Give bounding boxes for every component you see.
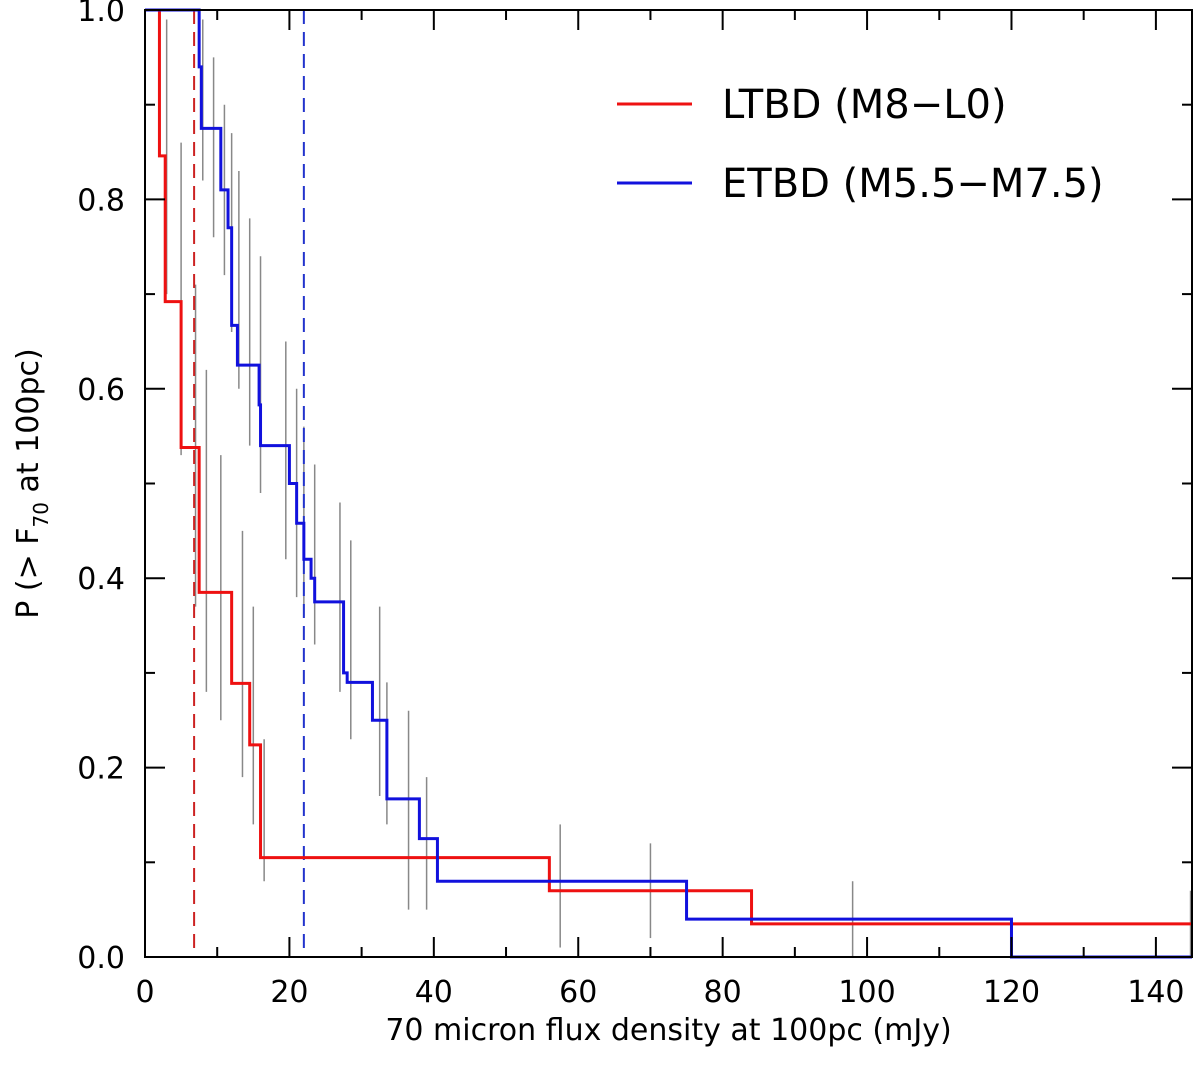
y-tick-label: 0.8 — [77, 183, 125, 218]
y-axis-label-suffix: at 100pc) — [11, 348, 46, 502]
legend: LTBD (M8−L0) ETBD (M5.5−M7.5) — [617, 82, 1104, 207]
series-line-0 — [145, 8, 1192, 926]
legend-label-ltbd: LTBD (M8−L0) — [722, 82, 1007, 128]
y-tick-label: 0.2 — [77, 752, 125, 787]
x-tick-label: 20 — [270, 975, 308, 1010]
tick-labels: 0 20 40 60 80 100 120 140 0.0 0.2 0.4 0.6 0.8 1.0 — [77, 0, 1184, 1010]
x-tick-label: 80 — [704, 975, 742, 1010]
reference-lines — [193, 10, 305, 957]
x-tick-label: 120 — [983, 975, 1040, 1010]
y-tick-label: 1.0 — [77, 0, 125, 29]
x-tick-label: 60 — [559, 975, 597, 1010]
legend-label-etbd: ETBD (M5.5−M7.5) — [722, 161, 1104, 207]
y-tick-label: 0.4 — [77, 562, 125, 597]
x-tick-label: 0 — [135, 975, 154, 1010]
series-line-1 — [145, 8, 1192, 959]
ticks — [144, 9, 1192, 958]
axes — [144, 9, 1193, 958]
x-axis-label: 70 micron flux density at 100pc (mJy) — [385, 1013, 951, 1048]
plot-frame — [144, 9, 1193, 958]
series-lines — [145, 8, 1192, 959]
y-axis-label-subscript: 70 — [29, 502, 53, 527]
x-tick-label: 100 — [838, 975, 895, 1010]
y-axis-label-prefix: P (> F — [11, 527, 46, 618]
x-tick-label: 40 — [415, 975, 453, 1010]
x-tick-label: 140 — [1127, 975, 1184, 1010]
y-axis-label: P (> F70 at 100pc) — [11, 348, 53, 618]
y-tick-label: 0.6 — [77, 373, 125, 408]
y-tick-label: 0.0 — [77, 941, 125, 976]
